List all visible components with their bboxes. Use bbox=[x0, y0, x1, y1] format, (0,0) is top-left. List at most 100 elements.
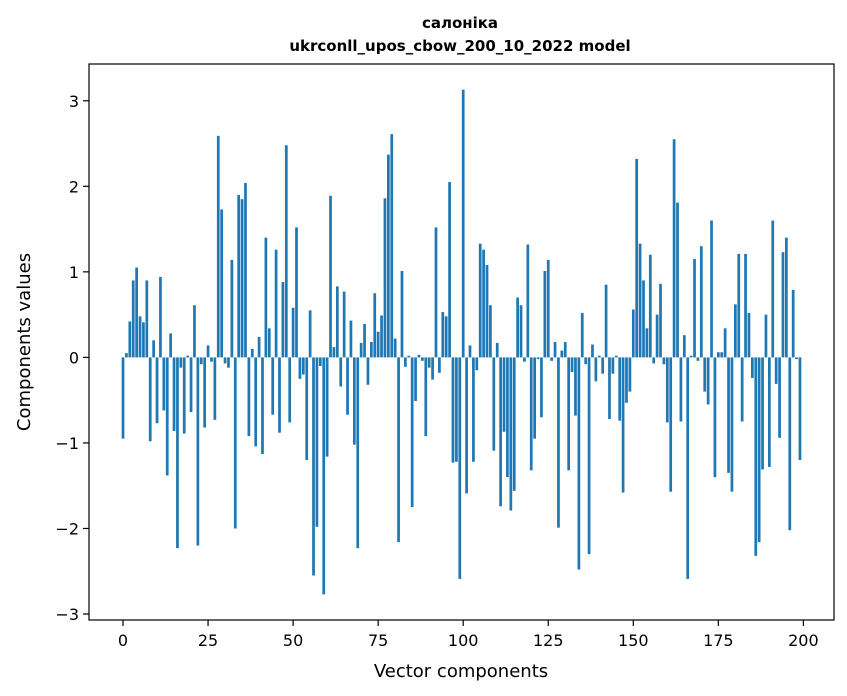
bar-172 bbox=[706, 357, 710, 405]
bar-182 bbox=[740, 357, 744, 422]
bar-144 bbox=[611, 357, 615, 374]
bar-11 bbox=[159, 276, 162, 358]
bar-7 bbox=[145, 280, 149, 358]
bar-99 bbox=[458, 357, 462, 579]
bar-35 bbox=[240, 199, 244, 358]
x-axis-label: Vector components bbox=[374, 661, 548, 682]
bar-185 bbox=[751, 357, 754, 378]
y-tick-label: −2 bbox=[55, 519, 79, 538]
chart-title-line2: ukrconll_upos_cbow_200_10_2022 model bbox=[289, 37, 630, 55]
bar-49 bbox=[288, 357, 292, 423]
bar-169 bbox=[696, 357, 700, 361]
bar-82 bbox=[400, 271, 404, 358]
bar-36 bbox=[244, 182, 247, 358]
bar-20 bbox=[189, 357, 193, 413]
bar-116 bbox=[516, 297, 519, 358]
bar-23 bbox=[199, 357, 203, 365]
bar-130 bbox=[563, 342, 567, 358]
bar-190 bbox=[768, 357, 771, 467]
bar-89 bbox=[424, 357, 428, 437]
bar-180 bbox=[733, 304, 737, 358]
bar-109 bbox=[492, 357, 496, 451]
bar-157 bbox=[655, 314, 659, 358]
bar-93 bbox=[438, 357, 441, 373]
bar-62 bbox=[332, 347, 336, 358]
x-tick-label: 150 bbox=[618, 631, 649, 650]
bar-194 bbox=[781, 252, 785, 358]
bar-38 bbox=[250, 348, 254, 358]
bar-66 bbox=[346, 357, 349, 415]
bar-156 bbox=[652, 357, 656, 364]
bar-106 bbox=[482, 249, 485, 358]
bar-54 bbox=[305, 357, 309, 461]
bar-42 bbox=[264, 237, 268, 358]
y-tick-label: 0 bbox=[69, 348, 79, 367]
bar-119 bbox=[526, 244, 530, 358]
bar-95 bbox=[444, 316, 448, 358]
bar-128 bbox=[557, 357, 560, 528]
bar-97 bbox=[451, 357, 455, 463]
bar-140 bbox=[597, 355, 601, 358]
bar-111 bbox=[499, 357, 502, 507]
bar-173 bbox=[710, 220, 713, 358]
bar-73 bbox=[369, 342, 373, 358]
bar-45 bbox=[274, 249, 278, 358]
bar-153 bbox=[642, 280, 645, 358]
bar-101 bbox=[465, 357, 468, 494]
bar-50 bbox=[291, 307, 295, 358]
bar-0 bbox=[121, 357, 125, 439]
bar-199 bbox=[798, 357, 802, 461]
bar-81 bbox=[397, 357, 400, 543]
bar-19 bbox=[186, 355, 190, 358]
bar-159 bbox=[662, 357, 666, 365]
bar-150 bbox=[631, 309, 635, 358]
bar-2 bbox=[128, 321, 132, 358]
bar-75 bbox=[376, 331, 380, 358]
bar-131 bbox=[567, 357, 571, 471]
y-tick-label: 2 bbox=[69, 177, 79, 196]
y-axis-label: Components values bbox=[14, 253, 35, 431]
bar-37 bbox=[247, 357, 251, 437]
bar-61 bbox=[329, 195, 332, 358]
bar-197 bbox=[791, 289, 795, 358]
bar-44 bbox=[271, 357, 275, 415]
bar-9 bbox=[152, 340, 155, 358]
bar-192 bbox=[774, 357, 778, 384]
bar-117 bbox=[519, 305, 523, 358]
bar-147 bbox=[621, 357, 625, 493]
bar-55 bbox=[308, 310, 312, 358]
bar-68 bbox=[352, 357, 356, 445]
bar-108 bbox=[489, 305, 492, 358]
bar-154 bbox=[645, 328, 649, 358]
bar-160 bbox=[665, 357, 669, 423]
bar-124 bbox=[543, 271, 547, 358]
y-axis-ticks: −3 −2 −1 0 1 2 3 bbox=[55, 92, 89, 624]
x-tick-label: 75 bbox=[368, 631, 388, 650]
bar-57 bbox=[315, 357, 319, 527]
bar-104 bbox=[475, 357, 479, 371]
bar-142 bbox=[604, 284, 608, 358]
bar-107 bbox=[485, 265, 489, 358]
bar-10 bbox=[155, 357, 159, 424]
bar-133 bbox=[574, 357, 577, 416]
bar-46 bbox=[278, 357, 281, 433]
bars-group bbox=[121, 89, 802, 595]
x-tick-label: 200 bbox=[788, 631, 819, 650]
bar-121 bbox=[533, 357, 536, 439]
bar-136 bbox=[584, 357, 588, 365]
bar-79 bbox=[390, 134, 394, 358]
bar-167 bbox=[689, 355, 693, 358]
bar-149 bbox=[628, 357, 632, 392]
bar-98 bbox=[455, 357, 458, 462]
bar-141 bbox=[601, 357, 605, 374]
bar-13 bbox=[165, 357, 169, 476]
bar-168 bbox=[693, 259, 696, 358]
bar-34 bbox=[237, 194, 241, 358]
bar-184 bbox=[747, 312, 751, 358]
bar-12 bbox=[162, 357, 166, 411]
bar-59 bbox=[322, 357, 326, 595]
bar-18 bbox=[182, 357, 186, 434]
x-tick-label: 50 bbox=[283, 631, 303, 650]
bar-28 bbox=[216, 135, 220, 358]
